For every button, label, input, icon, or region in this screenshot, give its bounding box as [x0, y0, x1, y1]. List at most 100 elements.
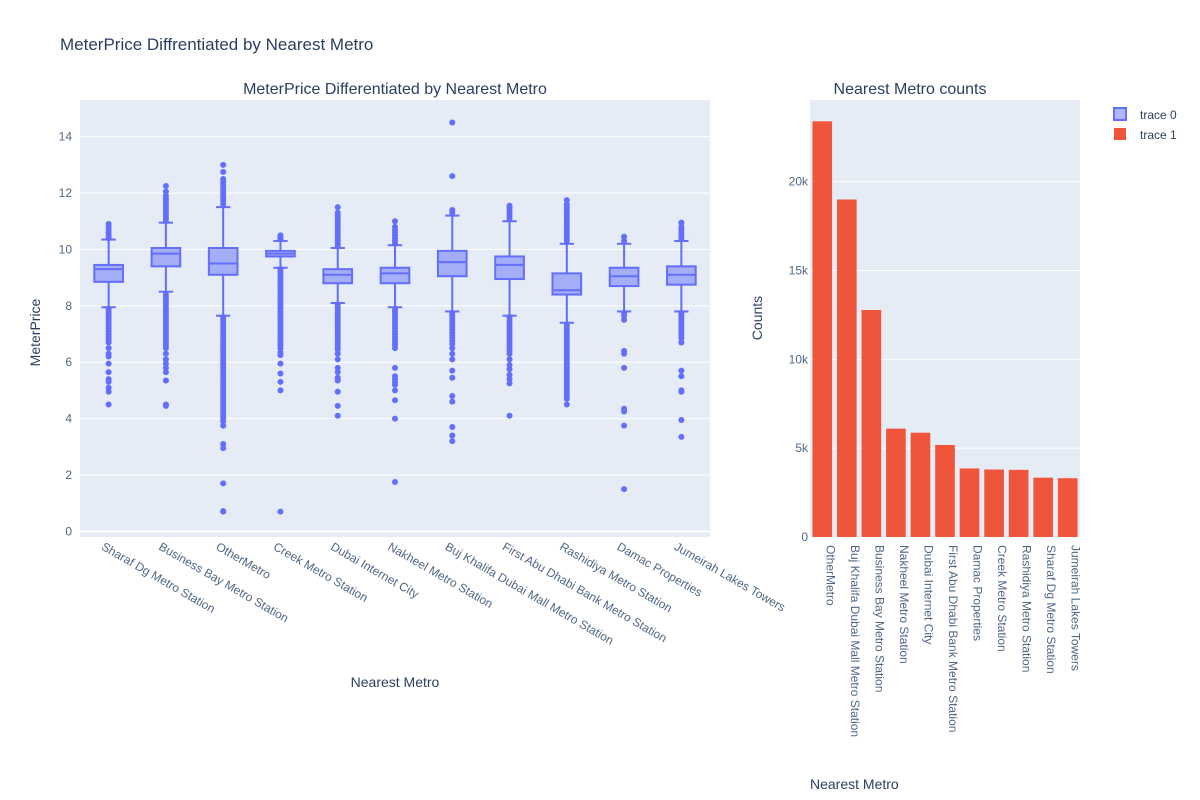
box-outlier-point	[162, 377, 169, 384]
box-y-tick-label: 12	[59, 186, 73, 200]
bar-x-tick-label: Nakheel Metro Station	[897, 545, 911, 664]
box-outlier-point	[621, 312, 628, 319]
box-outlier-point	[678, 223, 685, 230]
box-outlier-point	[506, 350, 513, 357]
box-outlier-point	[563, 201, 570, 208]
box-outlier-point	[506, 356, 513, 363]
box-outlier-point	[162, 182, 169, 189]
count-bar	[984, 469, 1004, 537]
box-iqr	[551, 272, 583, 296]
box-group	[494, 202, 525, 419]
box-outlier-point	[449, 173, 456, 180]
box-outlier-point	[449, 119, 456, 126]
box-iqr	[93, 263, 124, 283]
bar-chart: 0 5k 10k 15k 20k Nearest Metro counts Nearest …	[749, 81, 1083, 792]
box-outlier-point	[105, 388, 112, 395]
box-outlier-point	[392, 381, 398, 388]
box-outlier-point	[162, 350, 169, 357]
box-iqr	[494, 255, 525, 281]
bar-x-tick-label: Business Bay Metro Station	[872, 545, 886, 692]
box-group	[379, 218, 411, 486]
box-outlier-point	[220, 422, 227, 429]
box-outlier-point	[105, 360, 112, 367]
count-bar	[959, 468, 980, 537]
box-outlier-point	[277, 387, 284, 394]
bar-x-tick-label: OtherMetro	[823, 545, 837, 606]
box-outlier-point	[105, 369, 112, 376]
box-outlier-point	[678, 433, 685, 440]
box-outlier-point	[392, 387, 398, 394]
box-outlier-point	[220, 418, 227, 425]
box-outlier-point	[563, 395, 570, 402]
box-outlier-point	[621, 408, 628, 415]
bar-x-tick-label: Dubai Internet City	[921, 545, 935, 644]
box-group	[150, 182, 182, 409]
box-outlier-point	[220, 480, 227, 487]
box-outlier-point	[105, 345, 112, 352]
bar-y-tick-label: 20k	[789, 175, 809, 189]
box-outlier-point	[449, 438, 456, 445]
box-y-tick-label: 2	[65, 468, 72, 482]
box-y-tick-label: 6	[65, 355, 72, 369]
box-y-tick-label: 14	[59, 130, 73, 144]
box-outlier-point	[334, 204, 341, 211]
box-outlier-point	[220, 161, 227, 168]
bar-x-tick-label: Creek Metro Station	[995, 545, 1009, 652]
bar-x-tick-label: Jumeirah Lakes Towers	[1069, 545, 1083, 671]
box-outlier-point	[277, 232, 284, 239]
box-outlier-point	[678, 335, 685, 342]
box-group	[265, 232, 296, 515]
box-outlier-point	[449, 398, 456, 405]
box-outlier-point	[105, 401, 112, 408]
box-y-tick-label: 10	[59, 242, 73, 256]
box-outlier-point	[334, 369, 341, 376]
box-outlier-point	[162, 364, 169, 371]
box-outlier-point	[506, 380, 513, 387]
box-outlier-point	[392, 415, 398, 422]
box-outlier-point	[277, 360, 284, 367]
box-group	[207, 161, 239, 515]
box-outlier-point	[277, 378, 284, 385]
bar-y-axis-title: Counts	[749, 296, 765, 340]
bar-x-tick-label: Damac Properties	[971, 545, 985, 641]
box-outlier-point	[105, 378, 112, 385]
bar-x-tick-label: Buj Khalifa Dubai Mall Metro Station	[848, 545, 862, 737]
box-outlier-point	[506, 362, 513, 369]
legend: trace 0 trace 1	[1113, 107, 1177, 142]
box-group	[93, 221, 124, 408]
legend-label-trace-1: trace 1	[1140, 128, 1177, 142]
box-outlier-point	[334, 364, 341, 371]
legend-item-trace-0[interactable]: trace 0	[1113, 107, 1177, 122]
box-outlier-point	[392, 364, 398, 371]
box-outlier-point	[449, 367, 456, 374]
box-outlier-point	[162, 360, 169, 367]
legend-item-trace-1[interactable]: trace 1	[1114, 128, 1177, 142]
box-group	[666, 219, 697, 440]
box-outlier-point	[621, 422, 628, 429]
box-outlier-point	[162, 345, 169, 352]
box-iqr	[207, 247, 239, 276]
box-outlier-point	[449, 424, 456, 431]
bar-x-axis-title: Nearest Metro	[810, 776, 899, 792]
box-group	[608, 233, 640, 493]
box-outlier-point	[105, 339, 112, 346]
bar-x-tick-label: First Abu Dhabi Bank Metro Station	[946, 545, 960, 732]
box-outlier-point	[621, 486, 628, 493]
count-bar	[935, 444, 955, 537]
count-bar	[910, 432, 931, 537]
box-group	[436, 119, 468, 445]
bar-y-tick-label: 5k	[795, 441, 809, 455]
box-outlier-point	[678, 373, 685, 380]
box-outlier-point	[621, 350, 628, 357]
box-outlier-point	[506, 202, 513, 209]
box-plot-title: MeterPrice Differentiated by Nearest Met…	[243, 81, 547, 98]
box-outlier-point	[563, 197, 570, 204]
box-outlier-point	[105, 384, 112, 391]
box-iqr	[150, 247, 182, 268]
bar-y-tick-label: 15k	[789, 264, 809, 278]
figure-title: MeterPrice Diffrentiated by Nearest Metr…	[60, 35, 373, 54]
count-bar	[886, 428, 906, 537]
bar-chart-title: Nearest Metro counts	[834, 81, 987, 98]
count-bar	[812, 121, 833, 537]
box-outlier-point	[277, 345, 284, 352]
